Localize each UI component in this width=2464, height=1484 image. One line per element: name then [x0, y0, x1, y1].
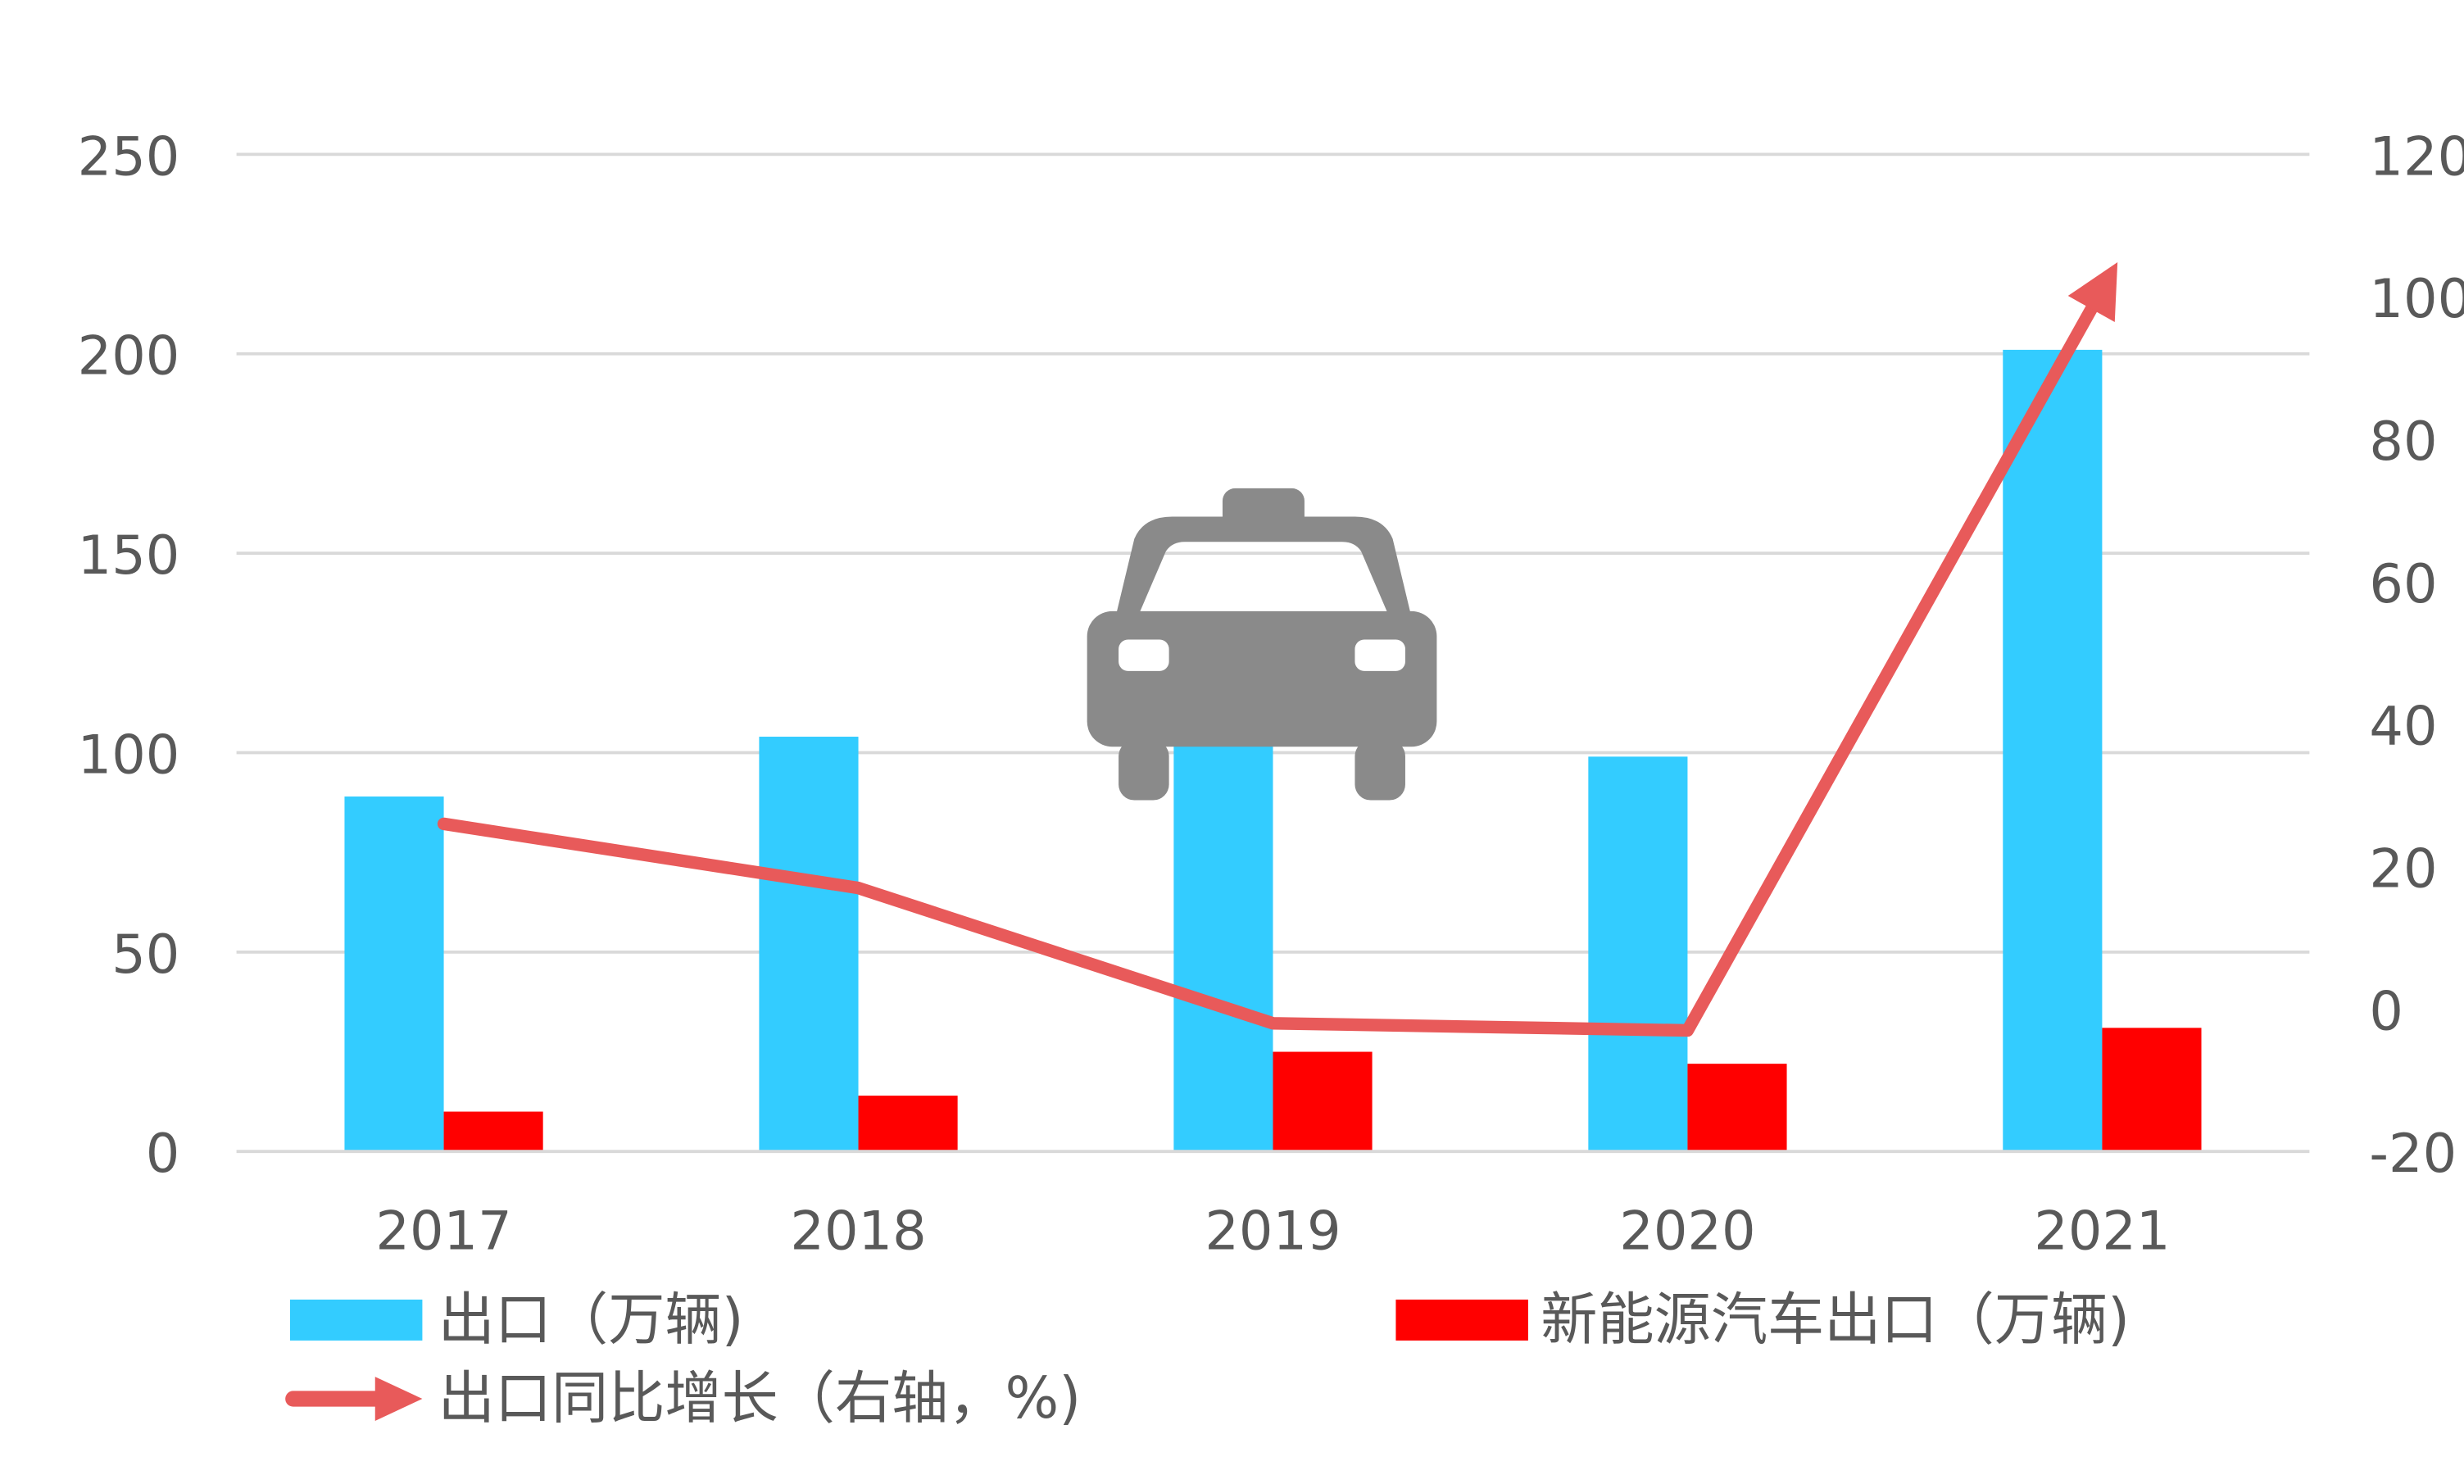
legend-swatch-exports [289, 1299, 423, 1341]
left-axis-ticks: 0 50 100 150 200 250 [78, 125, 180, 1185]
legend-item-exports: 出口（万辆) [289, 1287, 744, 1353]
legend-arrowhead-icon [374, 1377, 423, 1421]
bar-exports [1173, 744, 1273, 1152]
x-tick-label: 2018 [790, 1200, 926, 1262]
bar-series [344, 349, 2202, 1152]
bar-exports [1588, 756, 1688, 1152]
left-tick-label: 250 [78, 125, 180, 188]
left-tick-label: 200 [78, 325, 180, 388]
growth-line [437, 302, 2098, 1037]
x-axis-ticks: 2017 2018 2019 2020 2021 [375, 1200, 2170, 1262]
bar-nev-exports [858, 1096, 958, 1152]
right-tick-label: 0 [2369, 980, 2403, 1042]
gridlines [236, 152, 2310, 954]
right-tick-label: 20 [2369, 838, 2437, 901]
right-axis-ticks: -20 0 20 40 60 80 100 120 [2369, 125, 2464, 1185]
car-icon [1087, 488, 1437, 801]
legend: 出口（万辆) 新能源汽车出口（万辆) 出口同比增长（右轴，%) [285, 1287, 2130, 1432]
right-tick-label: 120 [2369, 125, 2464, 188]
bar-nev-exports [1273, 1051, 1373, 1152]
right-tick-label: -20 [2369, 1123, 2457, 1185]
right-tick-label: 60 [2369, 553, 2437, 615]
x-tick-label: 2017 [375, 1200, 511, 1262]
legend-item-nev-exports: 新能源汽车出口（万辆) [1395, 1287, 2130, 1353]
legend-label-exports: 出口（万辆) [438, 1287, 744, 1353]
bar-nev-exports [1687, 1064, 1787, 1152]
legend-item-growth: 出口同比增长（右轴，%) [285, 1366, 1082, 1432]
right-tick-label: 100 [2369, 268, 2464, 330]
x-tick-label: 2021 [2034, 1200, 2170, 1262]
left-tick-label: 0 [146, 1123, 180, 1185]
left-tick-label: 150 [78, 524, 180, 587]
bar-nev-exports [2102, 1028, 2202, 1152]
legend-label-growth: 出口同比增长（右轴，%) [438, 1366, 1082, 1432]
x-tick-label: 2019 [1205, 1200, 1341, 1262]
bar-exports [2003, 349, 2103, 1152]
left-tick-label: 100 [78, 724, 180, 786]
x-tick-label: 2020 [1619, 1200, 1755, 1262]
right-tick-label: 80 [2369, 411, 2437, 473]
bar-nev-exports [443, 1111, 543, 1152]
bar-exports [759, 737, 859, 1152]
legend-swatch-nev-exports [1395, 1299, 1528, 1341]
left-tick-label: 50 [111, 924, 179, 986]
growth-line-arrowhead [2067, 261, 2118, 322]
bar-exports [344, 796, 444, 1152]
legend-label-nev-exports: 新能源汽车出口（万辆) [1541, 1287, 2130, 1353]
growth-line-series [437, 261, 2118, 1037]
right-tick-label: 40 [2369, 696, 2437, 758]
